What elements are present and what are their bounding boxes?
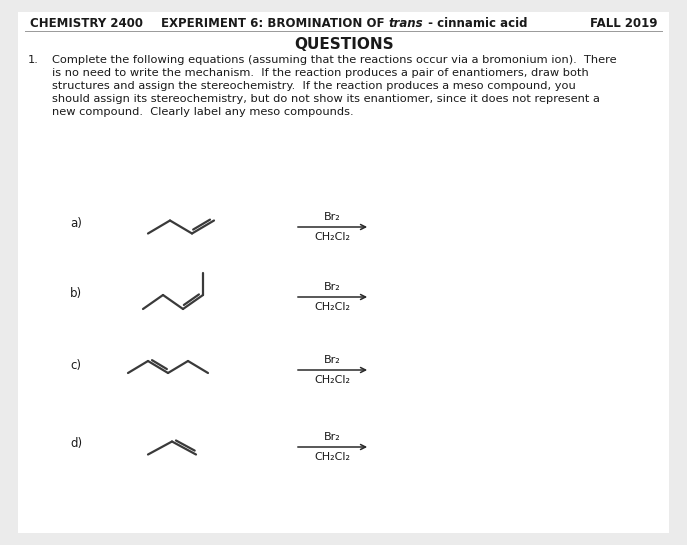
Text: Br₂: Br₂ xyxy=(324,432,341,442)
Text: Br₂: Br₂ xyxy=(324,355,341,365)
Text: CH₂Cl₂: CH₂Cl₂ xyxy=(315,232,350,242)
Text: CH₂Cl₂: CH₂Cl₂ xyxy=(315,302,350,312)
Text: b): b) xyxy=(70,287,82,300)
Text: FALL 2019: FALL 2019 xyxy=(589,17,657,30)
Text: should assign its stereochemistry, but do not show its enantiomer, since it does: should assign its stereochemistry, but d… xyxy=(52,94,600,104)
Text: CH₂Cl₂: CH₂Cl₂ xyxy=(315,452,350,462)
Text: new compound.  Clearly label any meso compounds.: new compound. Clearly label any meso com… xyxy=(52,107,354,117)
Text: structures and assign the stereochemistry.  If the reaction produces a meso comp: structures and assign the stereochemistr… xyxy=(52,81,576,91)
Text: QUESTIONS: QUESTIONS xyxy=(294,37,394,52)
FancyBboxPatch shape xyxy=(18,12,669,533)
Text: is no need to write the mechanism.  If the reaction produces a pair of enantiome: is no need to write the mechanism. If th… xyxy=(52,68,589,78)
Text: Br₂: Br₂ xyxy=(324,282,341,292)
Text: CH₂Cl₂: CH₂Cl₂ xyxy=(315,375,350,385)
Text: trans: trans xyxy=(389,17,423,30)
Text: - cinnamic acid: - cinnamic acid xyxy=(423,17,527,30)
Text: c): c) xyxy=(70,360,81,372)
Text: CHEMISTRY 2400: CHEMISTRY 2400 xyxy=(30,17,143,30)
Text: Br₂: Br₂ xyxy=(324,212,341,222)
Text: a): a) xyxy=(70,216,82,229)
Text: EXPERIMENT 6: BROMINATION OF: EXPERIMENT 6: BROMINATION OF xyxy=(161,17,389,30)
Text: Complete the following equations (assuming that the reactions occur via a bromon: Complete the following equations (assumi… xyxy=(52,55,617,65)
Text: 1.: 1. xyxy=(28,55,39,65)
Text: d): d) xyxy=(70,437,82,450)
